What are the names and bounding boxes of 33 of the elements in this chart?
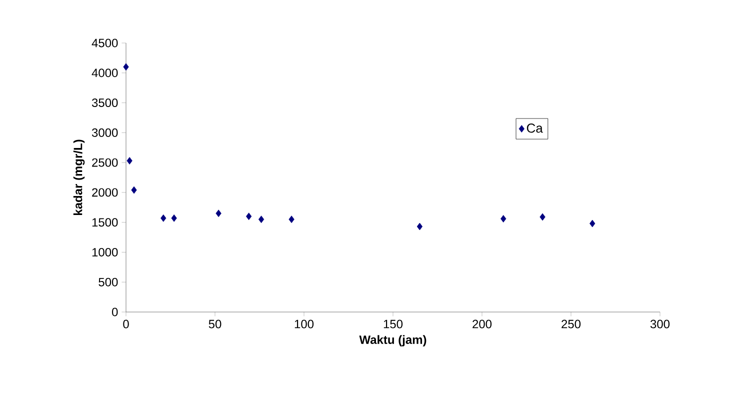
x-tick-label: 100	[294, 320, 314, 328]
y-tick-label: 1500	[92, 218, 118, 227]
x-tick-label: 200	[472, 320, 492, 328]
point	[171, 214, 177, 222]
x-tick-label: 300	[650, 320, 670, 328]
point	[131, 186, 137, 194]
y-tick-label: 1000	[92, 248, 118, 256]
y-axis-title: kadar (mgr/L)	[73, 140, 85, 216]
x-axis-title: Waktu (jam)	[359, 335, 426, 346]
x-tick-label: 150	[384, 320, 403, 328]
point	[216, 210, 222, 218]
point	[590, 220, 596, 228]
x-tick-label: 250	[562, 320, 581, 328]
point	[160, 214, 166, 222]
point	[288, 216, 294, 224]
y-tick-label: 500	[98, 278, 118, 286]
x-tick-label: 50	[208, 320, 222, 328]
point	[500, 215, 506, 222]
y-tick-label: 3000	[92, 128, 118, 137]
point	[126, 157, 132, 164]
point	[123, 63, 129, 71]
y-tick-label: 0	[112, 308, 118, 316]
point	[246, 212, 252, 220]
point	[258, 216, 264, 224]
y-tick-label: 4000	[92, 68, 118, 78]
y-tick-label: 2500	[92, 158, 118, 167]
x-tick-label: 0	[123, 320, 129, 328]
y-tick-label: 3500	[92, 98, 118, 108]
point	[416, 222, 423, 230]
point	[540, 213, 546, 221]
y-tick-label: 2000	[92, 188, 118, 197]
legend-label: Ca	[526, 124, 543, 133]
y-tick-label: 4500	[92, 38, 118, 48]
